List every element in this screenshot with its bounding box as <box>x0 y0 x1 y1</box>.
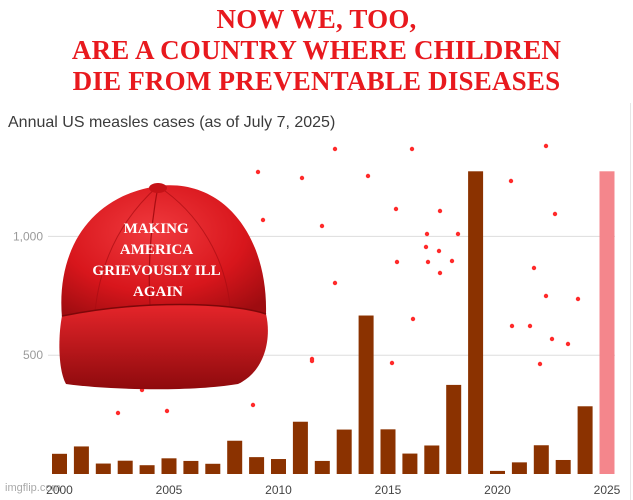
red-cap-image: MAKING AMERICA GRIEVOUSLY ILL AGAIN <box>59 183 268 390</box>
bar-2007 <box>205 463 221 474</box>
red-dot <box>393 206 399 212</box>
bar-2015 <box>380 429 396 474</box>
red-dot <box>409 146 415 152</box>
red-dot <box>509 323 515 329</box>
bar-2011 <box>292 421 308 474</box>
x-tick-label-2015: 2015 <box>375 483 402 497</box>
cap-text-line-3: GRIEVOUSLY ILL <box>92 263 220 279</box>
x-tick-label-2010: 2010 <box>265 483 292 497</box>
red-dot <box>319 223 325 229</box>
red-dots-decoration <box>115 143 581 416</box>
red-dot <box>531 265 537 271</box>
caption-line-2: ARE A COUNTRY WHERE CHILDREN <box>71 35 562 65</box>
cap-seam <box>148 185 159 306</box>
chart-bars <box>52 171 615 474</box>
meme-caption: NOW WE, TOO, ARE A COUNTRY WHERE CHILDRE… <box>0 4 633 97</box>
x-tick-label-2020: 2020 <box>484 483 511 497</box>
red-dot <box>437 270 443 276</box>
bar-2017 <box>424 445 440 474</box>
red-dot <box>543 293 549 299</box>
red-dot <box>250 402 256 408</box>
x-tick-label-2025: 2025 <box>594 483 621 497</box>
red-dot <box>455 231 461 237</box>
x-tick-label-2000: 2000 <box>46 483 73 497</box>
cap-brim <box>59 304 268 390</box>
x-tick-label-2005: 2005 <box>156 483 183 497</box>
bar-2010 <box>271 459 286 474</box>
y-axis-labels: 500 1,000 <box>13 229 43 362</box>
red-dot <box>565 341 571 347</box>
red-dot <box>425 259 431 265</box>
bar-2023 <box>555 459 571 474</box>
y-tick-label: 500 <box>23 348 43 362</box>
y-tick-label: 1,000 <box>13 229 43 243</box>
red-dot <box>389 360 395 366</box>
bar-2013 <box>336 429 352 474</box>
bar-2012 <box>314 460 330 474</box>
red-dot <box>543 143 549 149</box>
bar-2016 <box>402 453 418 474</box>
bar-2018 <box>446 384 462 474</box>
red-dot <box>365 173 371 179</box>
red-dot <box>549 336 555 342</box>
bar-2001 <box>73 446 89 474</box>
bar-2019 <box>468 171 484 474</box>
bar-2002 <box>95 463 111 474</box>
red-dot <box>115 410 121 416</box>
red-dot <box>537 361 543 367</box>
red-dot <box>394 259 400 265</box>
caption-line-1: NOW WE, TOO, <box>216 4 417 34</box>
bar-2020 <box>490 470 505 474</box>
red-dot <box>260 217 266 223</box>
bar-2009 <box>249 457 265 474</box>
bar-2024 <box>577 406 593 474</box>
bar-2025 <box>599 171 615 474</box>
bar-2008 <box>227 440 243 474</box>
red-dot <box>552 211 558 217</box>
red-dot <box>575 296 581 302</box>
red-dot <box>255 169 261 175</box>
red-dot <box>508 178 514 184</box>
red-dot <box>332 280 338 286</box>
x-axis-labels: 2000 2005 2010 2015 2020 2025 <box>46 483 621 497</box>
svg-text:MAKING AMERICA GRI: MAKING AMERICA GRIEVOUSLY ILL AGAIN <box>92 221 223 300</box>
red-dot <box>410 316 416 322</box>
bar-2003 <box>117 460 133 474</box>
bar-2006 <box>183 460 199 474</box>
cap-brim-edge <box>61 303 267 317</box>
red-dot <box>309 358 315 364</box>
cap-text-line-4: AGAIN <box>133 284 183 300</box>
red-dot <box>332 146 338 152</box>
red-dot <box>437 208 443 214</box>
caption-line-3: DIE FROM PREVENTABLE DISEASES <box>72 66 561 96</box>
cap-seam-left <box>94 185 159 313</box>
red-dot <box>164 408 170 414</box>
cap-text-line-1: MAKING <box>124 221 189 237</box>
imgflip-watermark: imgflip.com <box>5 482 61 494</box>
cap-button <box>149 183 167 193</box>
red-dot <box>436 248 442 254</box>
red-dot <box>527 323 533 329</box>
cap-seam-right <box>157 185 231 307</box>
chart-title: Annual US measles cases (as of July 7, 2… <box>8 114 336 131</box>
bar-2005 <box>161 458 177 474</box>
cap-crown <box>61 185 267 318</box>
red-dot <box>449 258 455 264</box>
bar-2022 <box>533 445 549 474</box>
red-dot <box>299 175 305 181</box>
bar-2000 <box>52 453 67 474</box>
bar-2021 <box>511 462 527 474</box>
red-dot <box>424 231 430 237</box>
bar-2014 <box>358 315 374 474</box>
cap-text-line-2: AMERICA <box>120 242 193 258</box>
red-dot <box>423 244 429 250</box>
bar-2004 <box>139 465 155 474</box>
